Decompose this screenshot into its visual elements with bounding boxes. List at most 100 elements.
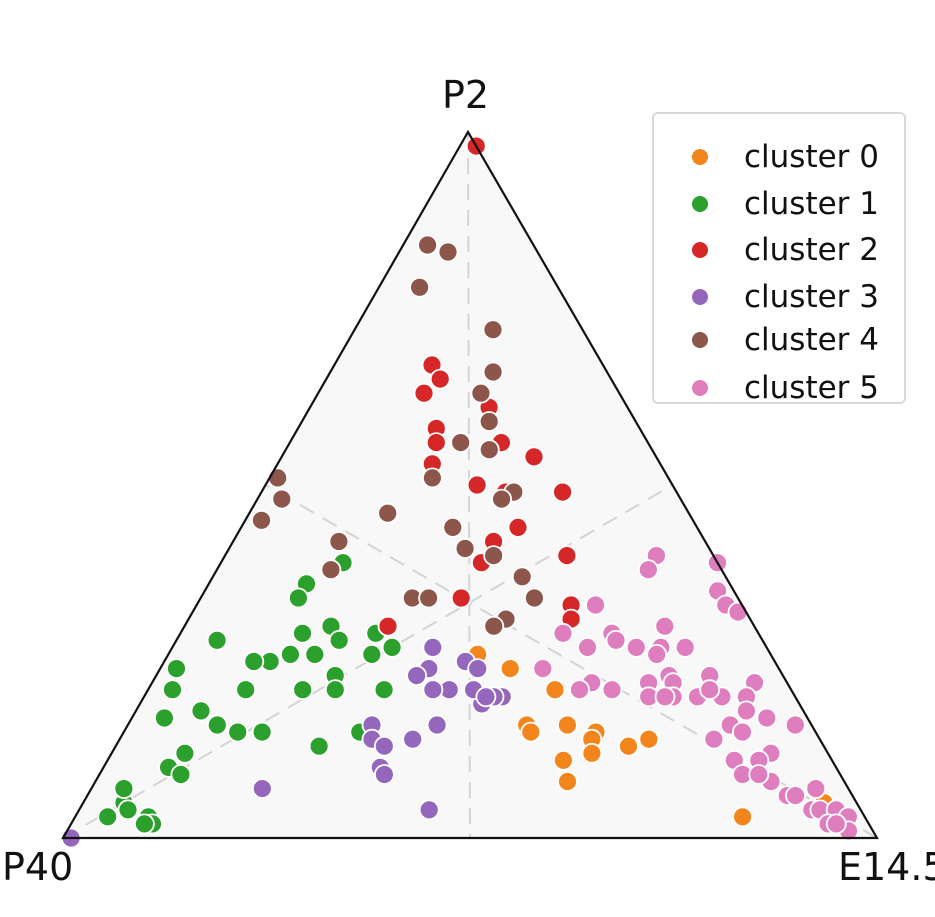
series-cluster-4 bbox=[251, 234, 545, 637]
data-point bbox=[482, 361, 504, 383]
data-point bbox=[373, 735, 395, 757]
data-point bbox=[425, 432, 447, 454]
data-point bbox=[243, 651, 265, 672]
data-point bbox=[373, 679, 395, 701]
series-cluster-2 bbox=[377, 135, 582, 637]
data-point bbox=[732, 721, 753, 743]
data-point bbox=[413, 382, 435, 404]
data-point bbox=[206, 714, 228, 736]
data-point bbox=[478, 411, 500, 432]
data-point bbox=[251, 778, 273, 799]
data-point bbox=[251, 721, 273, 743]
data-point bbox=[328, 531, 350, 552]
data-point bbox=[279, 644, 301, 665]
data-point bbox=[482, 319, 504, 341]
data-point bbox=[328, 629, 350, 651]
data-point bbox=[805, 778, 827, 799]
legend-item: cluster 0 bbox=[654, 137, 879, 177]
vertex-label-left: P40 bbox=[2, 845, 74, 889]
data-point bbox=[304, 644, 326, 665]
data-point bbox=[271, 488, 293, 510]
data-point bbox=[748, 764, 770, 785]
data-point bbox=[308, 735, 330, 757]
data-point bbox=[785, 785, 806, 806]
data-point bbox=[552, 481, 573, 503]
legend-marker bbox=[692, 196, 708, 212]
data-point bbox=[361, 644, 383, 665]
data-point bbox=[523, 446, 545, 468]
data-point bbox=[450, 587, 472, 609]
data-point bbox=[162, 679, 183, 701]
data-point bbox=[227, 721, 249, 743]
data-point bbox=[585, 594, 606, 616]
data-point bbox=[727, 601, 749, 623]
data-point bbox=[699, 679, 721, 701]
data-point bbox=[97, 806, 119, 828]
legend-label: cluster 4 bbox=[744, 322, 880, 358]
data-point bbox=[825, 813, 847, 835]
legend-item: cluster 1 bbox=[654, 184, 879, 224]
data-point bbox=[520, 721, 542, 743]
data-point bbox=[429, 368, 451, 390]
series-cluster-1 bbox=[97, 552, 428, 835]
data-point bbox=[511, 566, 533, 588]
series-cluster-5 bbox=[532, 545, 859, 842]
data-point bbox=[426, 714, 448, 736]
data-point bbox=[654, 615, 676, 637]
data-point bbox=[421, 467, 443, 489]
data-point bbox=[402, 728, 424, 750]
data-point bbox=[153, 707, 175, 729]
data-point bbox=[287, 587, 309, 609]
data-point bbox=[442, 517, 464, 538]
data-point bbox=[557, 771, 578, 792]
legend-item: cluster 5 bbox=[654, 368, 879, 408]
data-point bbox=[417, 234, 439, 256]
legend-label: cluster 5 bbox=[744, 370, 880, 406]
data-point bbox=[190, 700, 212, 722]
data-point bbox=[532, 658, 554, 679]
legend-marker bbox=[692, 380, 708, 396]
data-point bbox=[605, 629, 627, 651]
data-point bbox=[267, 467, 289, 489]
data-point bbox=[377, 502, 399, 524]
data-point bbox=[784, 714, 806, 736]
data-point bbox=[381, 637, 403, 658]
legend-label: cluster 3 bbox=[744, 279, 880, 315]
data-point bbox=[577, 637, 598, 658]
data-point bbox=[454, 538, 476, 559]
data-point bbox=[638, 728, 660, 750]
legend-label: cluster 1 bbox=[744, 186, 880, 222]
data-point bbox=[170, 764, 192, 785]
data-point bbox=[557, 714, 578, 736]
legend-label: cluster 2 bbox=[744, 232, 880, 268]
data-point bbox=[133, 813, 155, 835]
data-point bbox=[637, 559, 659, 581]
data-point bbox=[450, 432, 472, 454]
vertex-label-right: E14.5 bbox=[838, 845, 935, 889]
data-point bbox=[292, 622, 313, 644]
data-point bbox=[478, 439, 500, 461]
data-point bbox=[467, 658, 489, 679]
data-point bbox=[544, 679, 566, 701]
data-point bbox=[466, 474, 488, 496]
data-point bbox=[625, 637, 647, 658]
data-point bbox=[409, 276, 431, 298]
data-point bbox=[113, 778, 135, 799]
data-point bbox=[406, 665, 428, 686]
data-point bbox=[483, 615, 505, 637]
data-point bbox=[646, 644, 668, 665]
data-point bbox=[475, 686, 497, 708]
data-point bbox=[736, 700, 757, 722]
data-point bbox=[556, 545, 578, 566]
legend-item: cluster 2 bbox=[654, 230, 879, 270]
data-point bbox=[601, 679, 623, 701]
data-point bbox=[507, 517, 529, 538]
data-point bbox=[756, 707, 778, 729]
data-point bbox=[206, 629, 228, 651]
data-point bbox=[470, 382, 492, 404]
data-point bbox=[674, 637, 696, 658]
data-point bbox=[499, 658, 521, 679]
legend-label: cluster 0 bbox=[744, 139, 880, 175]
triangle-frame bbox=[61, 129, 879, 840]
